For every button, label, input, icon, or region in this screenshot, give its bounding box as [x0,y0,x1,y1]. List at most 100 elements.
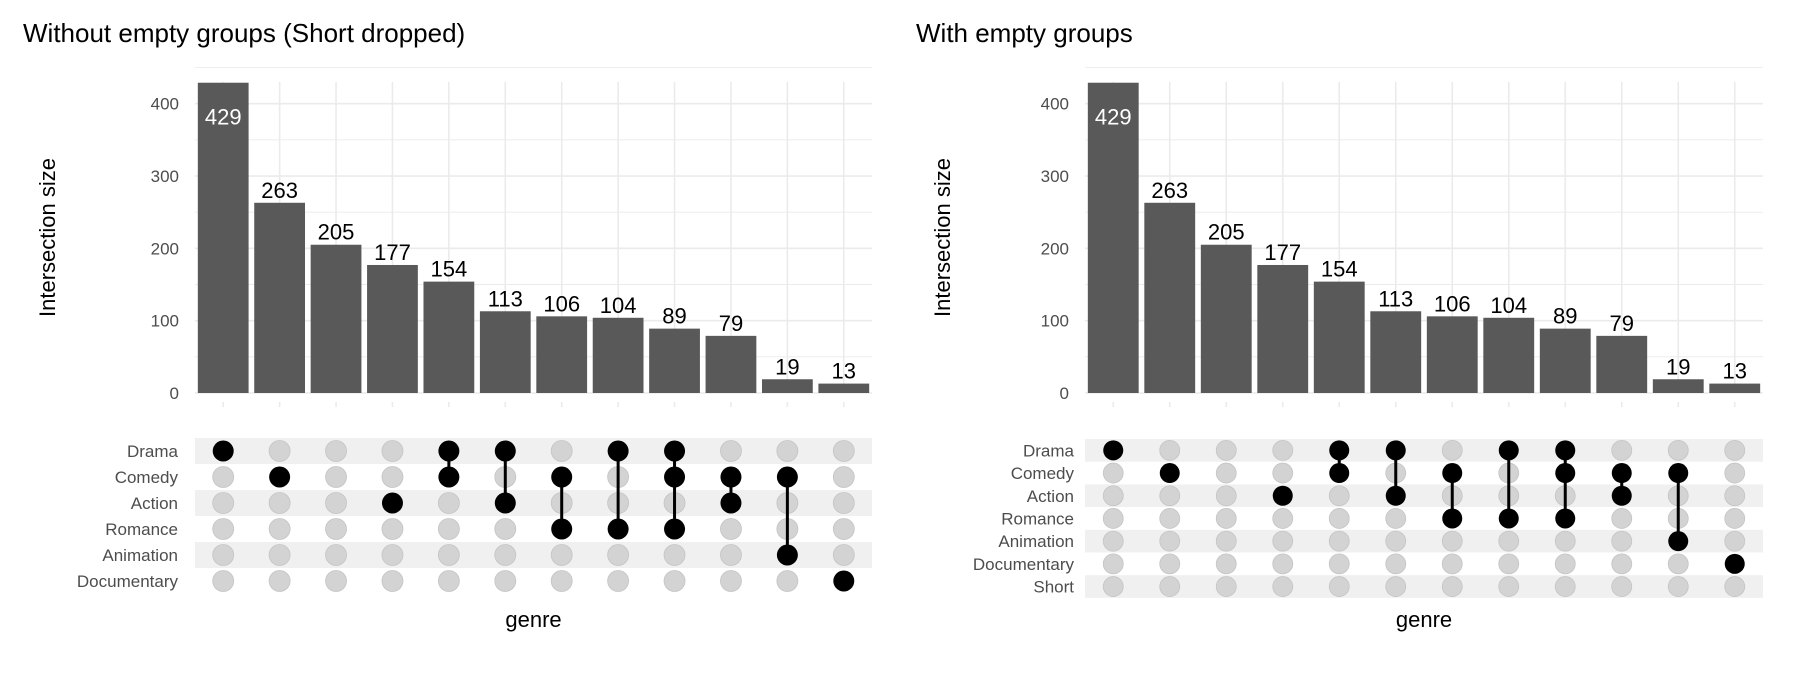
matrix-dot-inactive [212,492,235,514]
matrix-dot-inactive [1328,530,1350,552]
matrix-dot-inactive [1724,530,1746,552]
x-axis-title: genre [1396,607,1452,632]
bar-2 [254,202,306,393]
matrix-dot-inactive [776,570,799,592]
bar-value-label-3: 205 [1208,220,1245,245]
set-label-documentary: Documentary [973,555,1075,574]
matrix-dot-active [1668,531,1689,552]
y-tick-label: 0 [170,384,179,403]
matrix-dot-inactive [832,466,855,488]
matrix-dot-active [833,570,855,592]
matrix-dot-inactive [1667,576,1689,597]
matrix-dot-inactive [607,570,630,592]
matrix-dot-active [438,440,460,462]
matrix-dot-active [1385,440,1406,461]
matrix-dot-inactive [720,440,742,462]
matrix-dot-active [212,440,234,462]
bar-8 [592,317,644,393]
matrix-dot-active [551,466,573,488]
matrix-dot-inactive [1441,439,1463,461]
matrix-dot-inactive [663,570,686,592]
matrix-dot-active [607,518,629,540]
matrix-dot-inactive [1724,439,1746,461]
matrix-dot-inactive [1102,576,1124,597]
matrix-dot-inactive [550,544,573,566]
upset-panel-2: With empty groups 0 100 200 300 400 Intersecti… [916,18,1763,632]
matrix-dot-active [438,466,460,488]
matrix-dot-active [1272,485,1293,506]
set-label-animation: Animation [998,532,1074,551]
matrix-dot-inactive [1724,462,1746,484]
matrix-dot-inactive [381,466,404,488]
matrix-dot-active [1385,485,1406,506]
matrix-dot-inactive [1272,553,1294,575]
bar-value-label-3: 205 [318,220,355,245]
matrix-dot-active [1498,508,1519,529]
set-label-romance: Romance [1001,509,1074,528]
matrix-dot-inactive [1498,576,1520,597]
bar-7 [1426,316,1478,393]
matrix-dot-active [1555,508,1576,529]
x-axis-title: genre [505,607,561,632]
matrix-dot-inactive [212,544,235,566]
y-tick-label: 100 [151,312,179,331]
matrix-dot-inactive [437,544,460,566]
bar-value-label-12: 13 [832,359,856,384]
matrix-dot-inactive [1611,576,1633,597]
matrix-dot-inactive [1554,553,1576,575]
bar-6 [1370,311,1422,393]
matrix-dot-inactive [1498,553,1520,575]
matrix-dot-active [720,466,742,488]
matrix-dot-active [1442,508,1463,529]
matrix-dot-inactive [1611,530,1633,552]
bar-value-label-8: 104 [600,293,637,318]
bar-7 [536,316,588,393]
matrix-dot-active [1103,440,1124,461]
matrix-dot-inactive [1554,530,1576,552]
bar-10 [1596,335,1648,393]
matrix-row-stripe [1085,529,1763,553]
matrix-dot-inactive [1385,530,1407,552]
matrix-dot-inactive [1272,508,1294,529]
matrix-dot-inactive [381,440,404,462]
bar-value-label-2: 263 [1151,178,1188,203]
matrix-dot-active [1442,463,1463,484]
matrix-dot-active [1555,440,1576,461]
matrix-dot-inactive [720,544,742,566]
matrix-dot-inactive [1328,553,1350,575]
matrix-dot-inactive [607,544,630,566]
matrix-dot-inactive [1441,530,1463,552]
bar-value-label-9: 89 [662,304,686,329]
bar-6 [479,311,531,393]
matrix-dot-inactive [1385,576,1407,597]
bar-value-label-10: 79 [1610,311,1634,336]
matrix-dot-inactive [1272,530,1294,552]
set-label-comedy: Comedy [1011,464,1075,483]
bar-value-label-1: 429 [1095,105,1132,130]
matrix-dot-inactive [832,544,855,566]
set-label-animation: Animation [102,546,178,565]
bar-2 [1144,202,1196,393]
bar-value-label-9: 89 [1553,304,1577,329]
matrix-dot-inactive [663,544,686,566]
matrix-dot-inactive [212,466,235,488]
bar-value-label-10: 79 [719,311,743,336]
matrix-dot-inactive [381,544,404,566]
matrix-dot-inactive [325,492,347,514]
set-label-documentary: Documentary [77,572,179,591]
matrix-dot-active [1668,463,1689,484]
matrix-dot-active [1724,553,1745,574]
bar-10 [705,335,757,393]
bar-value-label-6: 113 [1378,286,1413,311]
matrix-dot-inactive [1215,508,1237,529]
set-label-short: Short [1033,578,1074,597]
matrix-dot-inactive [1272,439,1294,461]
matrix-dot-inactive [1159,576,1181,597]
matrix-dot-inactive [212,518,235,540]
matrix-dot-inactive [1272,576,1294,597]
matrix-dot-inactive [437,518,460,540]
matrix-dot-inactive [832,492,855,514]
matrix-dot-inactive [1724,485,1746,507]
matrix-dot-inactive [1611,553,1633,575]
